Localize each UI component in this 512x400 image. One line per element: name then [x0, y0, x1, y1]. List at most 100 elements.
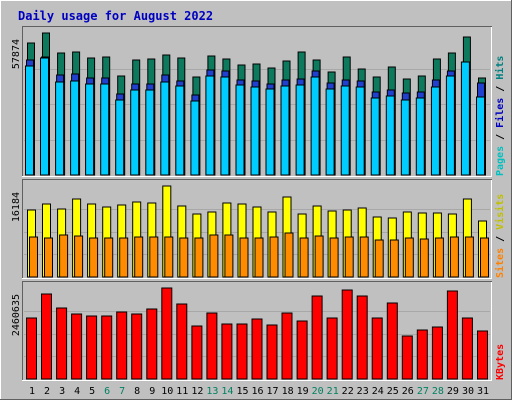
x-tick-label-31: 31: [477, 386, 489, 397]
x-tick-label-17: 17: [266, 386, 278, 397]
x-tick-label-20: 20: [312, 386, 324, 397]
bar-sites-4: [74, 235, 84, 278]
bar-pages-10: [160, 81, 170, 176]
bar-kbytes-6: [101, 315, 113, 380]
bar-pages-21: [325, 88, 335, 176]
bar-pages-28: [430, 86, 440, 176]
bar-kbytes-14: [221, 323, 233, 380]
x-tick-label-30: 30: [462, 386, 474, 397]
chart-title: Daily usage for August 2022: [18, 9, 213, 23]
bar-pages-12: [190, 100, 200, 176]
bar-sites-1: [29, 236, 38, 278]
bar-kbytes-21: [326, 317, 338, 380]
bar-kbytes-7: [116, 311, 128, 380]
bar-sites-29: [449, 236, 459, 278]
bar-sites-30: [464, 236, 474, 278]
x-tick-label-29: 29: [447, 386, 459, 397]
x-tick-label-18: 18: [282, 386, 294, 397]
bar-kbytes-22: [341, 289, 353, 380]
bar-pages-5: [85, 83, 95, 176]
x-tick-label-1: 1: [29, 386, 35, 397]
x-tick-label-24: 24: [372, 386, 384, 397]
x-tick-label-25: 25: [387, 386, 399, 397]
x-tick-label-4: 4: [74, 386, 80, 397]
bar-kbytes-3: [56, 307, 68, 380]
bar-pages-8: [130, 89, 140, 176]
x-tick-label-19: 19: [297, 386, 309, 397]
bar-sites-17: [269, 236, 279, 278]
legend-item-pages: Pages: [495, 146, 506, 176]
bar-sites-28: [434, 237, 444, 278]
legend-item-files: Files: [494, 98, 506, 128]
bar-sites-3: [59, 234, 69, 278]
bar-sites-26: [404, 237, 414, 278]
bar-kbytes-31: [477, 330, 488, 380]
bar-sites-12: [194, 237, 204, 278]
bar-sites-10: [164, 236, 174, 278]
legend-item-sites: Sites: [494, 248, 506, 278]
bar-pages-4: [70, 80, 80, 176]
legend-item-kbytes: KBytes: [495, 344, 506, 380]
bar-pages-14: [220, 76, 230, 176]
bar-pages-17: [265, 88, 275, 176]
bar-pages-31: [476, 96, 485, 176]
bar-kbytes-27: [416, 329, 428, 380]
x-tick-label-12: 12: [191, 386, 203, 397]
ymax-label-kbytes: 2460635: [11, 294, 22, 336]
bar-sites-8: [134, 236, 144, 278]
bar-sites-15: [239, 237, 249, 278]
ymax-label-visits: 16184: [11, 192, 22, 222]
bar-sites-5: [89, 237, 99, 278]
panel-hits: 57874: [11, 26, 492, 177]
bar-kbytes-28: [431, 326, 443, 380]
x-tick-label-7: 7: [119, 386, 125, 397]
bar-pages-29: [445, 75, 455, 176]
bar-kbytes-23: [356, 295, 368, 380]
bar-pages-18: [280, 85, 290, 176]
x-tick-label-15: 15: [236, 386, 248, 397]
series-sites: [29, 232, 489, 278]
bar-sites-6: [104, 237, 114, 278]
bar-kbytes-30: [461, 317, 473, 380]
legend-separator: /: [495, 128, 506, 146]
bar-pages-20: [310, 76, 320, 176]
bar-pages-3: [55, 81, 65, 176]
legend-kbytes: KBytes: [495, 344, 506, 380]
bar-kbytes-1: [26, 317, 37, 380]
bar-pages-19: [295, 84, 305, 176]
bar-kbytes-18: [281, 312, 293, 380]
bar-kbytes-9: [146, 308, 158, 380]
bar-pages-30: [460, 61, 470, 176]
bar-kbytes-16: [251, 318, 263, 380]
panel-kbytes: 2460635: [11, 281, 492, 381]
bar-sites-21: [329, 237, 339, 278]
bar-pages-27: [415, 97, 425, 176]
bar-sites-20: [314, 235, 324, 278]
bar-sites-16: [254, 237, 264, 278]
bar-sites-2: [44, 237, 53, 278]
bar-kbytes-13: [206, 312, 218, 380]
bar-pages-2: [40, 57, 49, 176]
ymax-label-hits: 57874: [11, 39, 22, 69]
bar-kbytes-19: [296, 320, 308, 380]
legend-visits: Sites / Visits: [494, 194, 506, 278]
bar-sites-22: [344, 236, 354, 278]
bar-sites-14: [224, 234, 234, 278]
x-tick-label-13: 13: [206, 386, 218, 397]
legend-item-visits: Visits: [494, 194, 506, 230]
legend-separator: /: [495, 80, 506, 98]
bar-pages-24: [370, 97, 380, 176]
bar-kbytes-26: [401, 335, 413, 380]
x-tick-label-28: 28: [432, 386, 444, 397]
bar-pages-7: [115, 99, 125, 176]
x-tick-label-11: 11: [176, 386, 188, 397]
legend-item-hits: Hits: [494, 56, 506, 80]
bar-pages-26: [400, 99, 410, 176]
bar-pages-15: [235, 84, 245, 176]
x-tick-label-22: 22: [342, 386, 354, 397]
bar-kbytes-29: [446, 290, 458, 380]
bar-kbytes-20: [311, 295, 323, 380]
bar-kbytes-4: [71, 313, 83, 380]
bar-pages-25: [385, 95, 395, 176]
